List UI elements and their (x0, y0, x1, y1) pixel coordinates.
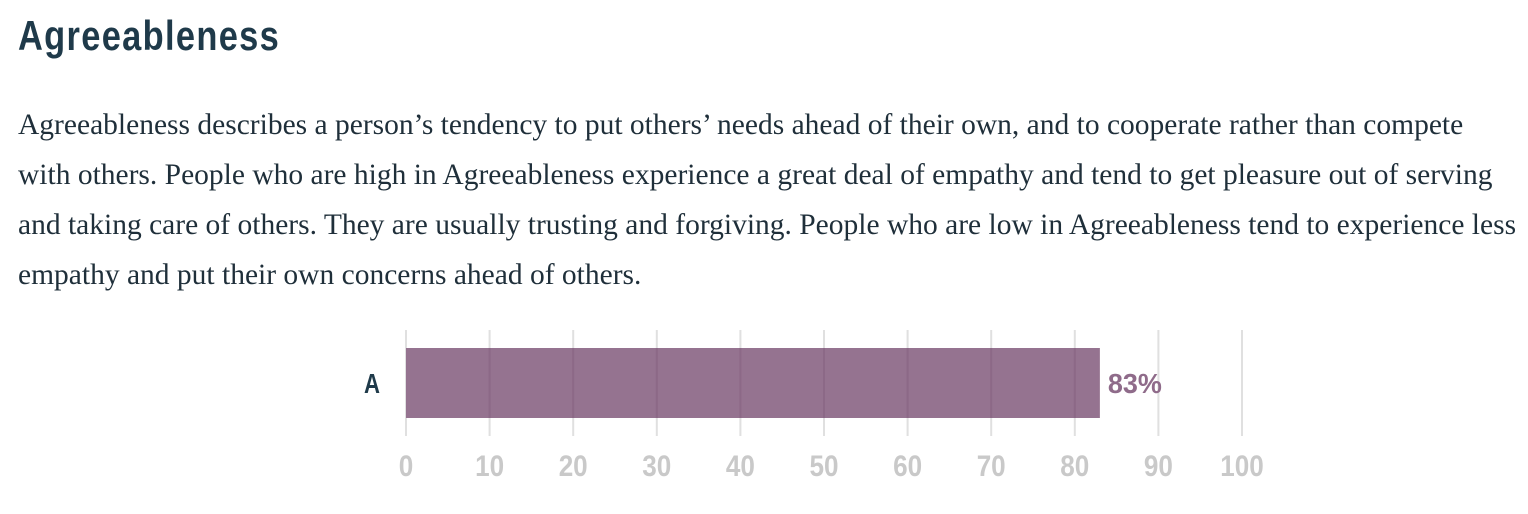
agreeableness-section: Agreeableness Agreeableness describes a … (18, 0, 1518, 300)
x-tick-label: 20 (559, 450, 588, 483)
section-description: Agreeableness describes a person’s tende… (18, 109, 1517, 291)
category-label: A (364, 368, 380, 399)
x-tick-label: 30 (642, 450, 671, 483)
x-tick-label: 40 (726, 450, 755, 483)
x-tick-label: 50 (810, 450, 839, 483)
x-tick-label: 70 (977, 450, 1006, 483)
section-title: Agreeableness (18, 12, 281, 59)
bar-A (406, 348, 1100, 418)
x-tick-label: 80 (1060, 450, 1089, 483)
x-tick-label: 100 (1220, 450, 1264, 483)
x-tick-label: 90 (1144, 450, 1173, 483)
x-tick-label: 60 (893, 450, 922, 483)
value-label: 83% (1108, 368, 1162, 399)
x-tick-label: 0 (399, 450, 414, 483)
x-tick-label: 10 (475, 450, 504, 483)
